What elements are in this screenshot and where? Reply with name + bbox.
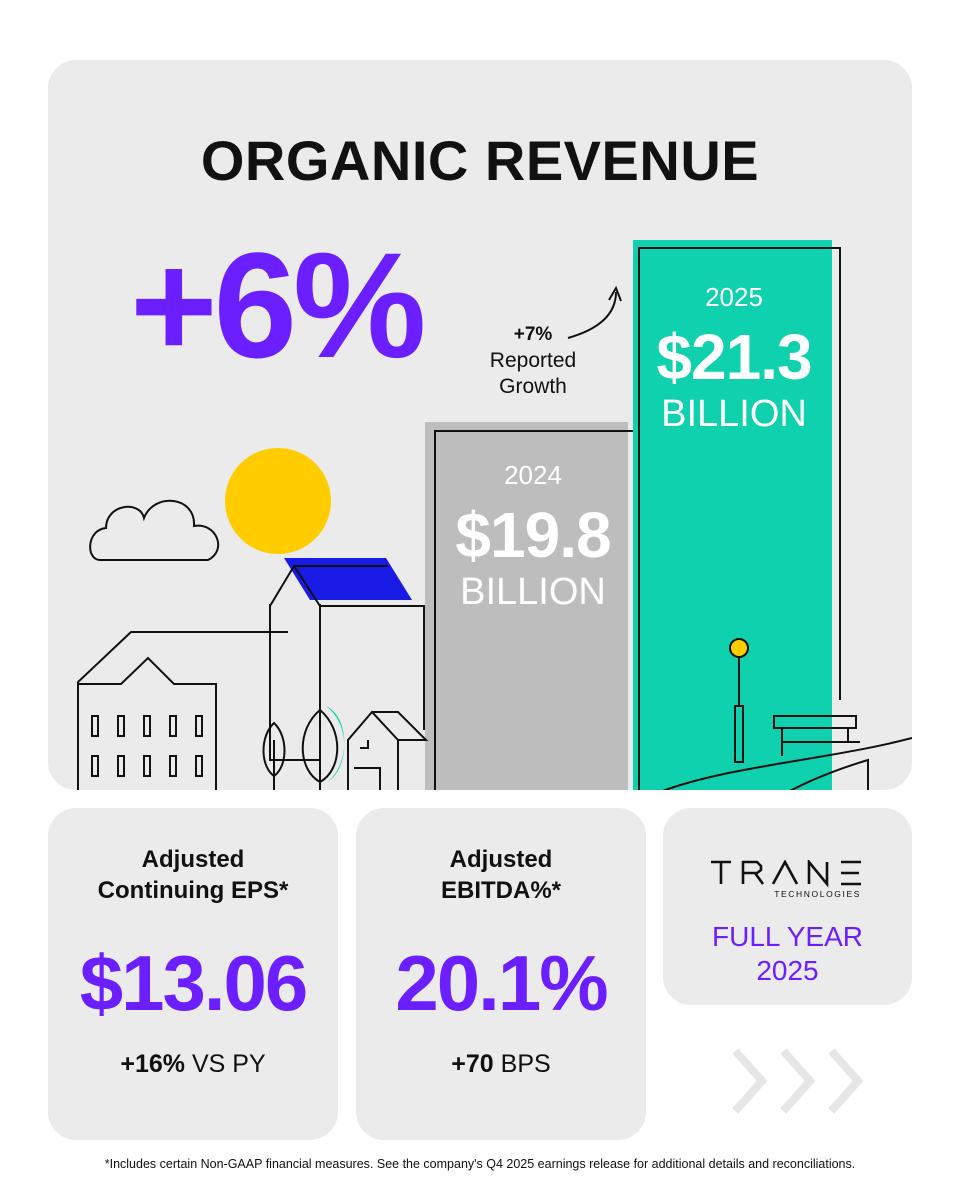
cloud-icon <box>89 499 220 561</box>
tree-icon-teal <box>326 706 345 782</box>
eps-label-line: Continuing EPS* <box>97 877 289 904</box>
building-windows <box>91 715 203 777</box>
growth-arrow <box>567 291 617 339</box>
ebitda-card: Adjusted EBITDA%* 20.1% +70 BPS <box>356 808 646 1140</box>
brand-card: TECHNOLOGIES FULL YEAR 2025 <box>663 808 912 1005</box>
ebitda-label-line: Adjusted <box>449 846 553 873</box>
page-title: ORGANIC REVENUE <box>200 129 760 192</box>
period-label: FULL YEAR 2025 <box>663 920 912 988</box>
ebitda-delta-value: +70 <box>451 1050 494 1078</box>
bar-2024 <box>425 422 628 790</box>
period-line: 2025 <box>756 955 819 986</box>
lamp-icon <box>729 638 749 658</box>
bar-unit: BILLION <box>661 393 807 435</box>
eps-card: Adjusted Continuing EPS* $13.06 +16% VS … <box>48 808 338 1140</box>
bar-2025-label: 2025 $21.3 BILLION <box>636 282 832 433</box>
solar-panel-icon <box>284 558 412 600</box>
reported-growth-value: +7% <box>513 324 553 345</box>
eps-delta-value: +16% <box>120 1050 186 1078</box>
bar-year: 2025 <box>705 282 763 312</box>
reported-growth: +7% Reported Growth <box>468 322 598 400</box>
reported-growth-label: Reported <box>489 349 577 372</box>
bar-2025 <box>633 240 832 790</box>
bar-amount: $21.3 <box>656 321 812 393</box>
eps-label-line: Adjusted <box>141 846 245 873</box>
bar-year: 2024 <box>504 460 562 490</box>
ebitda-delta: +70 BPS <box>356 1050 646 1079</box>
period-line: FULL YEAR <box>712 921 863 952</box>
organic-growth-value: +6% <box>130 221 426 389</box>
bar-2024-label: 2024 $19.8 BILLION <box>428 460 638 611</box>
ebitda-delta-label: BPS <box>500 1050 551 1078</box>
ebitda-label: Adjusted EBITDA%* <box>356 844 646 906</box>
bar-amount: $19.8 <box>455 499 611 571</box>
bar-unit: BILLION <box>460 571 606 613</box>
organic-revenue-card: ORGANIC REVENUE +6% +7% Reported Growth … <box>48 60 912 790</box>
eps-delta: +16% VS PY <box>48 1050 338 1079</box>
trane-logo: TECHNOLOGIES <box>711 860 861 899</box>
eps-value: $13.06 <box>79 939 309 1027</box>
eps-label: Adjusted Continuing EPS* <box>48 844 338 906</box>
ebitda-label-line: EBITDA%* <box>440 877 561 904</box>
reported-growth-label: Growth <box>499 375 567 398</box>
footnote: *Includes certain Non-GAAP financial mea… <box>104 1157 856 1171</box>
ebitda-value: 20.1% <box>395 939 608 1027</box>
bench-icon <box>773 715 860 756</box>
hill <box>662 737 912 790</box>
sun-icon <box>225 448 331 554</box>
logo-subtitle: TECHNOLOGIES <box>774 889 861 899</box>
eps-delta-label: VS PY <box>191 1050 266 1078</box>
next-chevrons-icon[interactable] <box>730 1048 870 1114</box>
city-illustration <box>77 240 912 790</box>
